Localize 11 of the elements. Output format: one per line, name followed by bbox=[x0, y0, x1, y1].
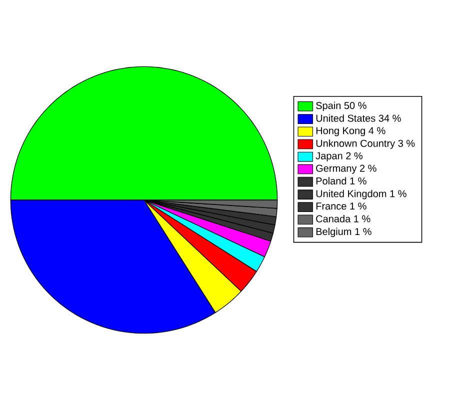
legend-label: Japan 2 % bbox=[316, 152, 362, 162]
legend-label: Hong Kong 4 % bbox=[316, 127, 386, 136]
legend-label: Unknown Country 3 % bbox=[316, 140, 415, 149]
legend-label: United Kingdom 1 % bbox=[316, 190, 406, 200]
legend-label: Belgium 1 % bbox=[316, 228, 372, 238]
legend-label: Poland 1 % bbox=[316, 177, 366, 185]
legend-label: Canada 1 % bbox=[316, 215, 370, 222]
legend-label: Germany 2 % bbox=[316, 164, 376, 174]
legend-label: United States 34 % bbox=[316, 114, 401, 122]
legend-label: Spain 50 % bbox=[316, 102, 366, 112]
legend-label: France 1 % bbox=[316, 202, 366, 210]
